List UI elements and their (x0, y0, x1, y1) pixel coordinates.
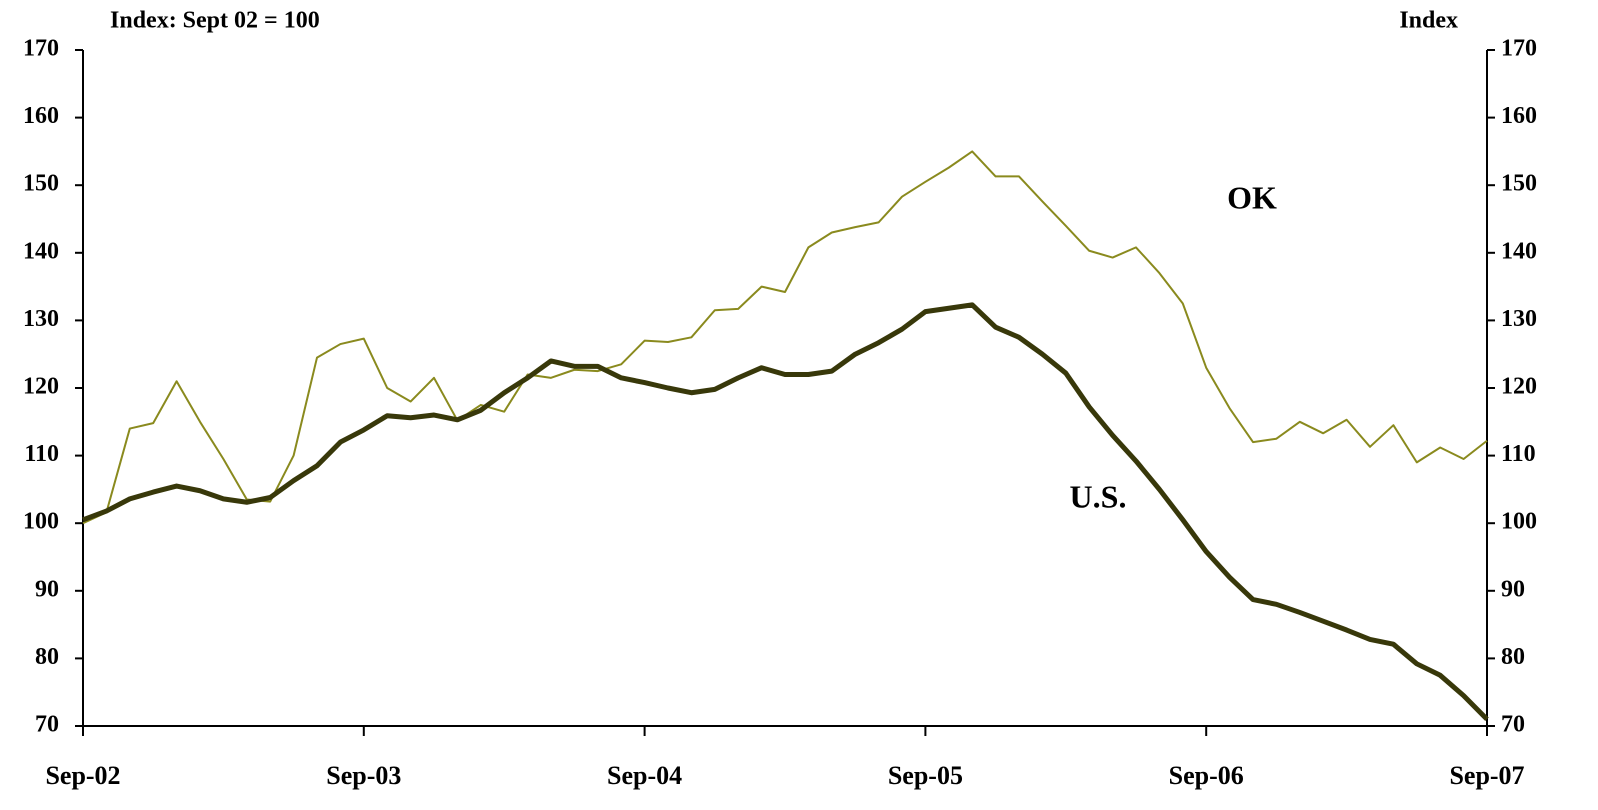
y-tick-label: 110 (24, 441, 59, 467)
y2-tick-label: 170 (1501, 36, 1537, 62)
y2-tick-label: 130 (1501, 306, 1537, 332)
y-tick-label: 120 (23, 374, 59, 400)
y2-tick-label: 150 (1501, 171, 1537, 197)
series-line (82, 302, 1489, 721)
y-tick-label: 90 (35, 576, 59, 602)
y2-tick-label: 100 (1501, 509, 1537, 535)
x-tick-label: Sep-04 (607, 761, 682, 790)
y2-tick-label: 140 (1501, 238, 1537, 264)
y-tick-label: 80 (35, 644, 59, 670)
y2-tick-label: 90 (1501, 576, 1525, 602)
x-tick-label: Sep-06 (1169, 761, 1244, 790)
y-axis-label: Index: Sept 02 = 100 (110, 8, 320, 34)
y2-tick-label: 120 (1501, 374, 1537, 400)
x-tick-label: Sep-05 (888, 761, 963, 790)
y-tick-label: 130 (23, 306, 59, 332)
y2-tick-label: 70 (1501, 712, 1525, 738)
series-line (82, 150, 1488, 525)
y-tick-label: 170 (23, 36, 59, 62)
y-tick-label: 140 (23, 238, 59, 264)
x-tick-label: Sep-07 (1449, 761, 1524, 790)
y2-tick-label: 110 (1501, 441, 1536, 467)
y-tick-label: 100 (23, 509, 59, 535)
y2-tick-label: 80 (1501, 644, 1525, 670)
x-tick-label: Sep-03 (326, 761, 401, 790)
y-tick-label: 160 (23, 103, 59, 129)
y2-tick-label: 160 (1501, 103, 1537, 129)
series-label: OK (1227, 179, 1277, 215)
y-tick-label: 150 (23, 171, 59, 197)
y-tick-label: 70 (35, 712, 59, 738)
series-label: U.S. (1070, 478, 1127, 514)
y2-axis-label: Index (1399, 8, 1458, 34)
x-tick-label: Sep-02 (45, 761, 120, 790)
